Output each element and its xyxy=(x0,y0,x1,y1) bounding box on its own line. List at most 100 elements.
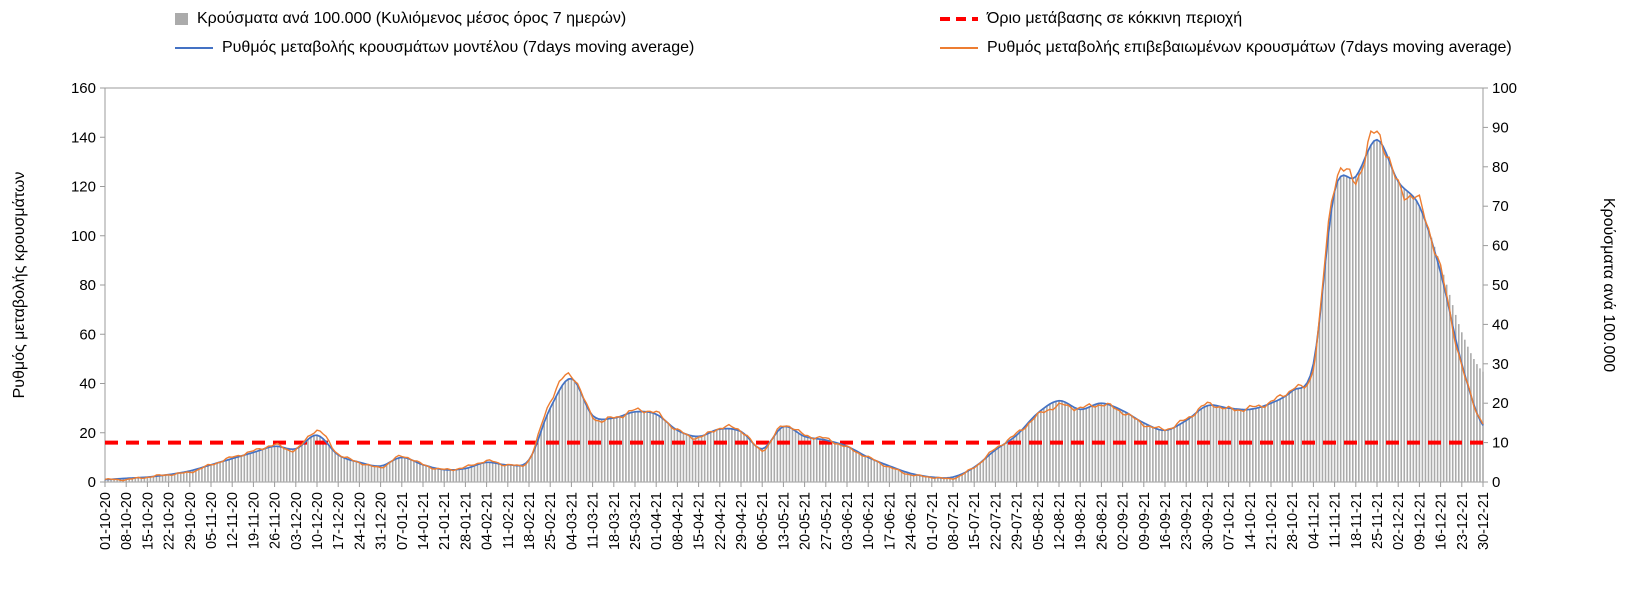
x-axis-tick-label: 27-05-21 xyxy=(819,492,835,550)
right-axis-tick-label: 100 xyxy=(1492,80,1517,97)
x-axis-tick-label: 12-08-21 xyxy=(1052,492,1068,550)
left-axis-tick-label: 60 xyxy=(79,326,96,343)
x-axis-tick-label: 25-11-21 xyxy=(1370,492,1386,549)
chart-legend: Κρούσματα ανά 100.000 (Κυλιόμενος μέσος … xyxy=(175,8,1512,59)
x-axis-tick-label: 01-04-21 xyxy=(649,492,665,550)
x-axis-tick-label: 21-10-21 xyxy=(1264,492,1280,550)
x-axis-tick-label: 10-06-21 xyxy=(861,492,877,550)
legend-label-cases: Κρούσματα ανά 100.000 (Κυλιόμενος μέσος … xyxy=(197,10,627,27)
x-axis-tick-label: 16-09-21 xyxy=(1158,492,1174,550)
right-axis-tick-label: 20 xyxy=(1492,395,1509,412)
x-axis-tick-label: 05-11-20 xyxy=(204,492,220,549)
right-axis-tick-label: 0 xyxy=(1492,474,1500,491)
right-axis-tick-label: 60 xyxy=(1492,238,1509,255)
x-axis-tick-label: 25-02-21 xyxy=(543,492,559,550)
left-axis-tick-label: 0 xyxy=(88,474,96,491)
x-axis-tick-label: 18-03-21 xyxy=(607,492,623,550)
x-axis-tick-label: 24-06-21 xyxy=(904,492,920,550)
x-axis-tick-label: 31-12-20 xyxy=(374,492,390,550)
x-axis-tick-label: 02-12-21 xyxy=(1391,492,1407,550)
legend-label-threshold: Όριο μετάβασης σε κόκκινη περιοχή xyxy=(987,10,1243,27)
right-axis-label: Κρούσματα ανά 100.000 xyxy=(1600,198,1617,372)
legend-label-confirmed-rate: Ρυθμός μεταβολής επιβεβαιωμένων κρουσμάτ… xyxy=(987,39,1512,56)
right-axis-tick-label: 70 xyxy=(1492,198,1509,215)
left-axis-ticks: 0 20 40 60 80 100 120 140 160 xyxy=(71,80,105,491)
right-axis-tick-label: 10 xyxy=(1492,435,1509,452)
x-axis-tick-label: 26-08-21 xyxy=(1094,492,1110,550)
dashed-line-swatch-icon xyxy=(940,17,978,21)
x-axis-tick-label: 29-04-21 xyxy=(734,492,750,550)
legend-item-cases: Κρούσματα ανά 100.000 (Κυλιόμενος μέσος … xyxy=(175,8,940,30)
right-axis-tick-label: 90 xyxy=(1492,119,1509,136)
x-axis-tick-label: 24-12-20 xyxy=(352,492,368,550)
x-axis-tick-label: 07-10-21 xyxy=(1222,492,1238,550)
confirmed-line-series xyxy=(104,129,1484,482)
right-axis-tick-label: 40 xyxy=(1492,316,1509,333)
x-axis-tick-label: 03-12-20 xyxy=(289,492,305,550)
left-axis-tick-label: 20 xyxy=(79,425,96,442)
right-axis-ticks: 0 10 20 30 40 50 60 70 80 90 100 xyxy=(1483,80,1517,491)
x-axis-tick-label: 22-04-21 xyxy=(713,492,729,550)
x-axis-tick-label: 05-08-21 xyxy=(1031,492,1047,550)
orange-line-swatch-icon xyxy=(940,47,978,49)
x-axis-tick-label: 12-11-20 xyxy=(225,492,241,549)
legend-item-confirmed-rate: Ρυθμός μεταβολής επιβεβαιωμένων κρουσμάτ… xyxy=(940,37,1512,59)
x-axis-tick-label: 09-12-21 xyxy=(1412,492,1428,550)
left-axis-tick-label: 40 xyxy=(79,376,96,393)
x-axis-tick-label: 28-01-21 xyxy=(458,492,474,550)
x-axis-tick-label: 19-11-20 xyxy=(246,492,262,549)
x-axis-tick-label: 15-07-21 xyxy=(967,492,983,550)
left-axis-tick-label: 140 xyxy=(71,129,96,146)
x-axis-tick-label: 23-09-21 xyxy=(1179,492,1195,550)
legend-item-threshold: Όριο μετάβασης σε κόκκινη περιοχή xyxy=(940,8,1512,30)
x-axis-ticks: 01-10-20 08-10-20 15-10-20 22-10-20 29-10-20… xyxy=(98,482,1492,550)
x-axis-tick-label: 14-10-21 xyxy=(1243,492,1259,550)
x-axis-tick-label: 18-11-21 xyxy=(1349,492,1365,549)
x-axis-tick-label: 01-10-20 xyxy=(98,492,114,550)
x-axis-tick-label: 10-12-20 xyxy=(310,492,326,550)
x-axis-tick-label: 17-06-21 xyxy=(882,492,898,550)
x-axis-tick-label: 20-05-21 xyxy=(798,492,814,550)
x-axis-tick-label: 22-07-21 xyxy=(988,492,1004,550)
x-axis-tick-label: 04-11-21 xyxy=(1306,492,1322,549)
x-axis-tick-label: 11-02-21 xyxy=(501,492,517,549)
x-axis-tick-label: 26-11-20 xyxy=(268,492,284,549)
x-axis-tick-label: 25-03-21 xyxy=(628,492,644,550)
x-axis-tick-label: 13-05-21 xyxy=(776,492,792,550)
legend-item-model-rate: Ρυθμός μεταβολής κρουσμάτων μοντέλου (7d… xyxy=(175,37,940,59)
x-axis-tick-label: 16-12-21 xyxy=(1434,492,1450,550)
x-axis-tick-label: 30-09-21 xyxy=(1200,492,1216,550)
blue-line-swatch-icon xyxy=(175,47,213,49)
left-axis-tick-label: 100 xyxy=(71,228,96,245)
x-axis-tick-label: 15-04-21 xyxy=(692,492,708,550)
x-axis-tick-label: 29-07-21 xyxy=(1010,492,1026,550)
x-axis-tick-label: 03-06-21 xyxy=(840,492,856,550)
x-axis-tick-label: 11-11-21 xyxy=(1328,492,1344,548)
x-axis-tick-label: 11-03-21 xyxy=(586,492,602,549)
bar-swatch-icon xyxy=(175,13,188,25)
x-axis-tick-label: 08-07-21 xyxy=(946,492,962,550)
right-axis-tick-label: 30 xyxy=(1492,356,1509,373)
left-axis-tick-label: 160 xyxy=(71,80,96,97)
left-axis-label: Ρυθμός μεταβολής κρουσμάτων xyxy=(11,172,28,399)
x-axis-tick-label: 15-10-20 xyxy=(140,492,156,550)
left-axis-tick-label: 80 xyxy=(79,277,96,294)
x-axis-tick-label: 18-02-21 xyxy=(522,492,538,550)
x-axis-tick-label: 02-09-21 xyxy=(1116,492,1132,550)
x-axis-tick-label: 07-01-21 xyxy=(395,492,411,550)
x-axis-tick-label: 22-10-20 xyxy=(162,492,178,550)
x-axis-tick-label: 08-04-21 xyxy=(670,492,686,550)
x-axis-tick-label: 09-09-21 xyxy=(1137,492,1153,550)
x-axis-tick-label: 04-02-21 xyxy=(480,492,496,550)
right-axis-tick-label: 80 xyxy=(1492,159,1509,176)
x-axis-tick-label: 17-12-20 xyxy=(331,492,347,550)
x-axis-tick-label: 08-10-20 xyxy=(119,492,135,550)
left-axis-tick-label: 120 xyxy=(71,179,96,196)
x-axis-tick-label: 14-01-21 xyxy=(416,492,432,550)
x-axis-tick-label: 21-01-21 xyxy=(437,492,453,550)
right-axis-tick-label: 50 xyxy=(1492,277,1509,294)
x-axis-tick-label: 29-10-20 xyxy=(183,492,199,550)
x-axis-tick-label: 30-12-21 xyxy=(1476,492,1492,550)
x-axis-tick-label: 04-03-21 xyxy=(564,492,580,550)
